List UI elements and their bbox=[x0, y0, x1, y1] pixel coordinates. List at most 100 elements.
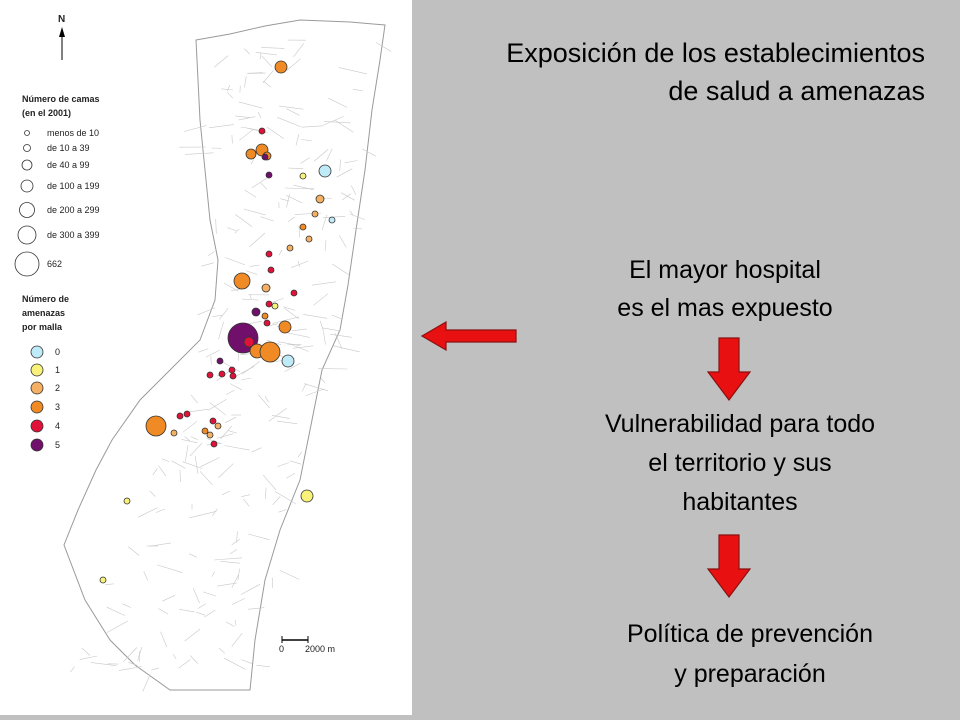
street-segment bbox=[171, 460, 186, 469]
street-segment bbox=[185, 444, 189, 462]
message-2-line-2: el territorio y sus bbox=[648, 449, 832, 477]
legend-threats-title-2: amenazas bbox=[22, 308, 65, 318]
street-segment bbox=[142, 674, 151, 692]
street-segment bbox=[235, 366, 255, 377]
street-segment bbox=[286, 108, 300, 116]
street-segment bbox=[198, 348, 209, 353]
street-segment bbox=[279, 105, 304, 110]
street-segment bbox=[189, 655, 198, 664]
street-segment bbox=[237, 568, 240, 581]
title-line-1: Exposición de los establecimientos bbox=[506, 38, 925, 68]
street-segment bbox=[248, 533, 270, 541]
street-segment bbox=[287, 216, 295, 223]
street-segment bbox=[288, 167, 304, 169]
facility-marker bbox=[258, 127, 266, 135]
street-segment bbox=[240, 584, 261, 595]
street-segment bbox=[220, 561, 240, 564]
street-segment bbox=[352, 89, 363, 91]
city-outline bbox=[63, 19, 386, 691]
street-segment bbox=[239, 129, 254, 141]
street-segment bbox=[211, 571, 215, 577]
street-segment bbox=[339, 159, 341, 172]
street-segment bbox=[122, 603, 131, 608]
street-segment bbox=[138, 507, 158, 518]
street-segment bbox=[197, 307, 216, 316]
street-segment bbox=[225, 389, 235, 395]
street-segment bbox=[201, 262, 214, 267]
street-segment bbox=[292, 344, 309, 352]
street-segment bbox=[214, 557, 243, 561]
street-segment bbox=[209, 402, 227, 416]
street-segment bbox=[323, 216, 346, 218]
street-segment bbox=[225, 621, 235, 627]
street-segment bbox=[311, 281, 336, 286]
street-segment bbox=[158, 608, 169, 615]
street-segment bbox=[200, 457, 220, 468]
legend-threat-swatch bbox=[30, 438, 44, 452]
street-segment bbox=[250, 159, 255, 165]
street-segment bbox=[106, 620, 128, 633]
facility-marker bbox=[176, 412, 184, 420]
street-segment bbox=[235, 214, 253, 227]
facility-marker bbox=[261, 283, 271, 293]
street-segment bbox=[81, 647, 91, 656]
legend-threat-swatch bbox=[30, 419, 44, 433]
street-segment bbox=[178, 659, 191, 669]
facility-marker bbox=[214, 422, 222, 430]
street-segment bbox=[218, 463, 234, 479]
street-segment bbox=[331, 314, 342, 319]
legend-beds-symbol bbox=[17, 225, 37, 245]
street-segment bbox=[257, 111, 262, 119]
street-segment bbox=[184, 152, 214, 155]
street-segment bbox=[323, 121, 351, 124]
street-segment bbox=[241, 659, 253, 664]
street-segment bbox=[189, 442, 203, 457]
facility-marker bbox=[170, 429, 178, 437]
street-segment bbox=[247, 72, 263, 74]
legend-beds-label: de 200 a 299 bbox=[47, 205, 100, 215]
street-segment bbox=[260, 182, 268, 190]
street-segment bbox=[211, 508, 218, 517]
health-facilities bbox=[99, 60, 336, 584]
street-segment bbox=[231, 134, 233, 144]
street-segment bbox=[243, 48, 251, 55]
street-segment bbox=[298, 225, 300, 238]
street-segment bbox=[219, 308, 229, 320]
street-segment bbox=[277, 462, 289, 467]
facility-marker bbox=[243, 336, 255, 348]
facility-marker bbox=[286, 244, 294, 252]
street-segment bbox=[280, 198, 290, 202]
street-segment bbox=[222, 490, 231, 496]
street-segment bbox=[263, 80, 272, 88]
facility-marker bbox=[209, 417, 217, 425]
street-segment bbox=[196, 611, 206, 616]
street-segment bbox=[106, 606, 126, 616]
street-segment bbox=[322, 327, 340, 332]
down-arrow-1-icon bbox=[706, 337, 752, 401]
legend-beds-label: de 300 a 399 bbox=[47, 230, 100, 240]
street-segment bbox=[152, 468, 158, 476]
legend-beds-title: Número de camas bbox=[22, 94, 100, 104]
map-panel: N Número de camas (en el 2001) menos de … bbox=[0, 0, 412, 715]
street-segment bbox=[334, 333, 343, 350]
street-segment bbox=[227, 227, 237, 232]
message-1-line-2: es el mas expuesto bbox=[617, 294, 833, 322]
legend-beds-symbol bbox=[20, 179, 34, 193]
street-segment bbox=[226, 84, 231, 92]
title-line-2: de salud a amenazas bbox=[668, 76, 925, 106]
street-segment bbox=[207, 251, 215, 256]
street-segment bbox=[243, 498, 250, 507]
street-segment bbox=[190, 394, 198, 404]
street-segment bbox=[105, 583, 114, 586]
facility-marker bbox=[299, 223, 307, 231]
facility-marker bbox=[206, 431, 214, 439]
street-segment bbox=[234, 228, 240, 234]
street-segment bbox=[291, 328, 307, 332]
north-label: N bbox=[58, 14, 65, 25]
street-segment bbox=[278, 341, 301, 346]
north-arrowhead-icon bbox=[59, 27, 65, 37]
street-segment bbox=[137, 646, 143, 661]
street-segment bbox=[332, 263, 349, 275]
street-segment bbox=[179, 609, 195, 613]
street-segment bbox=[301, 383, 307, 392]
